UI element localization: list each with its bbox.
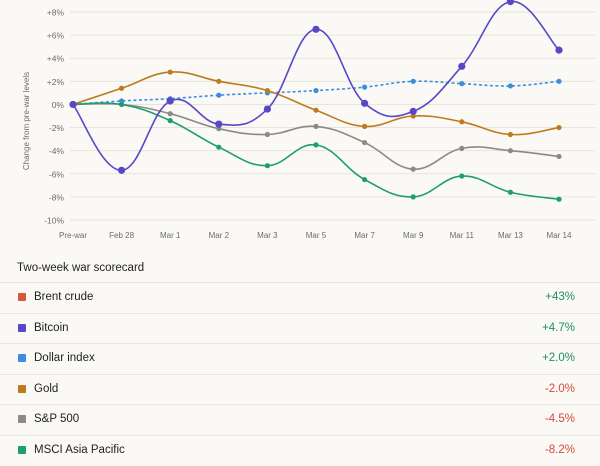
data-point-dollar-index: [216, 92, 222, 98]
data-point-bitcoin: [215, 120, 223, 128]
data-point-gold: [507, 131, 513, 138]
data-point-gold: [216, 78, 222, 84]
data-point-bitcoin: [555, 46, 563, 54]
y-tick-label: +4%: [47, 54, 65, 64]
scorecard-value: -2.0%: [544, 382, 575, 395]
line-chart: +8% +6% +4% +2% 0% -2% -4% -6% -8% -10% Change fro…: [22, 0, 595, 240]
data-point-bitcoin: [312, 25, 320, 33]
data-point-dollar-index: [507, 83, 513, 89]
data-point-dollar-index: [313, 87, 319, 94]
x-tick-label: Mar 9: [403, 231, 424, 240]
x-tick-label: Mar 2: [209, 231, 230, 240]
data-point-bitcoin: [263, 105, 271, 113]
y-tick-label: -6%: [49, 169, 65, 179]
data-point-gold: [167, 69, 173, 75]
scorecard-title: Two-week war scorecard: [17, 262, 145, 274]
data-point-bitcoin: [458, 62, 466, 70]
data-point-msci-asia-pacific: [507, 189, 513, 195]
data-point-msci-asia-pacific: [362, 176, 368, 183]
data-point-gold: [362, 123, 368, 129]
x-tick-label: Mar 5: [306, 231, 327, 240]
scorecard-row: Brent crude +43%: [0, 282, 600, 313]
data-point-msci-asia-pacific: [556, 196, 562, 202]
data-point-s-p-500: [313, 123, 319, 129]
x-tick-label: Mar 13: [498, 231, 523, 240]
data-point-gold: [556, 124, 562, 131]
scorecard-label: S&P 500: [34, 413, 80, 425]
scorecard-label: Gold: [34, 382, 59, 395]
x-tick-label: Mar 3: [257, 231, 278, 240]
x-tick-label: Mar 11: [450, 231, 475, 240]
scorecard-value: +2.0%: [542, 352, 575, 364]
series-line-s-p-500: [72, 102, 560, 170]
data-point-msci-asia-pacific: [167, 118, 173, 124]
legend-swatch: [18, 384, 26, 393]
data-point-gold: [313, 107, 319, 113]
data-point-bitcoin: [361, 99, 369, 107]
scorecard-row: S&P 500 -4.5%: [0, 404, 600, 435]
data-point-s-p-500: [410, 166, 416, 172]
y-tick-label: +6%: [47, 31, 65, 41]
legend-swatch: [18, 354, 26, 362]
data-point-bitcoin: [166, 97, 174, 105]
scorecard-value: +4.7%: [542, 321, 575, 334]
x-tick-label: Mar 1: [160, 231, 181, 240]
y-tick-label: -4%: [49, 146, 65, 156]
data-point-msci-asia-pacific: [264, 163, 270, 169]
scorecard-row: Gold -2.0%: [0, 373, 600, 405]
y-axis-label: Change from pre-war levels: [22, 72, 31, 170]
scorecard-row: Dollar index +2.0%: [0, 343, 600, 374]
data-point-bitcoin: [506, 0, 514, 6]
data-point-msci-asia-pacific: [119, 101, 125, 108]
legend-swatch: [18, 293, 26, 301]
x-tick-label: Mar 7: [354, 231, 375, 240]
data-point-bitcoin: [118, 166, 126, 174]
data-point-dollar-index: [410, 78, 416, 84]
data-point-s-p-500: [362, 139, 368, 146]
data-point-msci-asia-pacific: [216, 144, 222, 150]
data-point-dollar-index: [556, 78, 562, 84]
y-tick-label: -8%: [49, 192, 65, 202]
legend-swatch: [18, 415, 26, 423]
y-tick-label: +8%: [47, 8, 65, 18]
y-tick-label: +2%: [47, 77, 65, 87]
data-point-msci-asia-pacific: [410, 194, 416, 200]
data-point-gold: [459, 119, 465, 125]
data-point-s-p-500: [507, 148, 513, 154]
y-tick-label: 0%: [52, 100, 65, 110]
scorecard-value: -4.5%: [544, 413, 575, 425]
scorecard-row: Bitcoin +4.7%: [0, 312, 600, 344]
scorecard-value: +43%: [545, 291, 575, 303]
data-point-msci-asia-pacific: [313, 142, 319, 148]
data-point-s-p-500: [167, 111, 173, 117]
data-point-dollar-index: [362, 84, 368, 90]
x-tick-label: Mar 14: [547, 231, 572, 240]
scorecard-label: Bitcoin: [34, 321, 69, 334]
scorecard-label: Dollar index: [34, 352, 95, 364]
data-point-bitcoin: [69, 100, 77, 109]
data-point-bitcoin: [409, 107, 417, 115]
data-point-gold: [119, 85, 125, 91]
data-point-s-p-500: [556, 153, 562, 160]
x-tick-label: Pre-war: [59, 231, 87, 240]
data-point-dollar-index: [459, 81, 465, 87]
y-tick-label: -2%: [49, 123, 65, 133]
x-tick-label: Feb 28: [109, 231, 134, 240]
scorecard-label: Brent crude: [34, 291, 94, 303]
data-point-s-p-500: [264, 131, 270, 138]
legend-swatch: [18, 323, 26, 332]
scorecard-row: MSCI Asia Pacific -8.2%: [0, 434, 600, 466]
data-point-s-p-500: [459, 145, 465, 151]
data-point-msci-asia-pacific: [459, 173, 465, 179]
y-tick-label: -10%: [44, 216, 64, 226]
data-point-gold: [264, 87, 270, 94]
